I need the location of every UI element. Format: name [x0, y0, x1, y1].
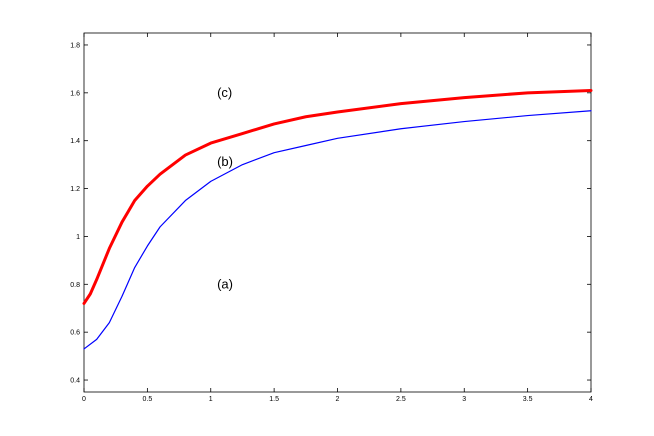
x-tick-label: 2	[336, 396, 340, 403]
annotation-label: (b)	[217, 154, 233, 169]
y-tick-label: 1.4	[70, 138, 80, 145]
series-line-0	[83, 110, 592, 350]
x-tick-label: 3.5	[523, 396, 533, 403]
x-tick-label: 2.5	[396, 396, 406, 403]
y-tick-label: 0.8	[70, 282, 80, 289]
y-tick-label: 1	[76, 234, 80, 241]
x-tick-label: 1	[209, 396, 213, 403]
x-tick-label: 0.5	[143, 396, 153, 403]
x-tick-label: 4	[589, 396, 593, 403]
y-axis: 0.4 0.6 0.8 1 1.2 1.4 1.6 1.8	[70, 42, 591, 385]
plot-frame	[83, 32, 592, 393]
x-tick-label: 3	[462, 396, 466, 403]
annotation-group: (c) (b) (a)	[217, 85, 233, 291]
y-tick-label: 0.4	[70, 378, 80, 385]
series-line-1	[82, 88, 593, 305]
x-tick-label: 0	[82, 396, 86, 403]
x-axis: 0 0.5 1 1.5 2 2.5 3 3.5 4	[82, 33, 593, 403]
annotation-label: (c)	[217, 85, 232, 100]
y-tick-label: 1.8	[70, 42, 80, 49]
y-tick-label: 1.6	[70, 90, 80, 97]
series-group	[82, 88, 593, 350]
x-tick-label: 1.5	[269, 396, 279, 403]
y-tick-label: 1.2	[70, 186, 80, 193]
y-tick-label: 0.6	[70, 330, 80, 337]
annotation-label: (a)	[217, 276, 233, 291]
